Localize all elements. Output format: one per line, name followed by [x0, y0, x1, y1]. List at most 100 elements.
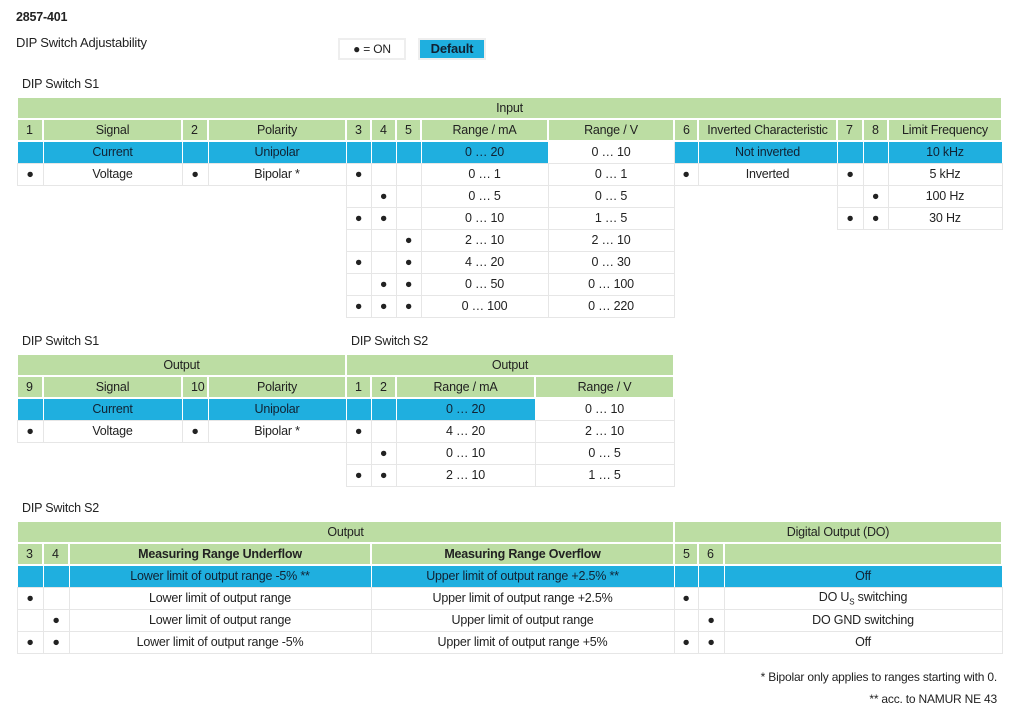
table-cell: Upper limit of output range — [370, 608, 675, 632]
switch-on-dot: ● — [345, 162, 372, 186]
table-cell: 0 … 10 — [395, 441, 536, 465]
table-row: ● ● ● 0 … 100 0 … 220 — [17, 294, 1002, 318]
table-cell — [42, 586, 70, 610]
table-cell: Lower limit of output range -5% — [68, 630, 372, 654]
column-header: Polarity — [206, 375, 348, 399]
table-cell — [395, 206, 422, 230]
table-cell — [345, 272, 372, 296]
empty-cell — [674, 251, 698, 273]
section-label-s1-output: DIP Switch S1 — [22, 334, 100, 348]
table-cell — [16, 608, 44, 632]
empty-cell — [863, 295, 888, 317]
empty-cell — [837, 273, 863, 295]
switch-on-dot: ● — [862, 206, 889, 230]
column-header: 2 — [181, 118, 209, 142]
table-row: ● 0 … 10 0 … 5 — [345, 441, 675, 465]
table-cell — [181, 397, 209, 421]
switch-on-dot: ● — [673, 630, 699, 654]
table-cell — [42, 564, 70, 588]
table-row: ● Lower limit of output range Upper limit … — [16, 586, 1003, 610]
table-cell: 100 Hz — [887, 184, 1003, 208]
empty-cell — [698, 229, 837, 251]
table-cell: 0 … 1 — [420, 162, 549, 186]
table-cell: 0 … 20 — [420, 140, 549, 164]
switch-on-dot: ● — [345, 463, 372, 487]
empty-cell — [674, 273, 698, 295]
empty-cell — [837, 295, 863, 317]
s2-output-limits-table: Output Digital Output (DO) 3 4 Measuring Ran… — [15, 520, 1004, 654]
footnote-namur: ** acc. to NAMUR NE 43 — [869, 692, 997, 706]
switch-on-dot: ● — [16, 630, 44, 654]
table-cell: 1 … 5 — [534, 463, 675, 487]
switch-on-dot: ● — [370, 272, 397, 296]
empty-cell — [182, 251, 208, 273]
empty-cell — [863, 251, 888, 273]
switch-on-dot: ● — [16, 162, 44, 186]
table-cell: Upper limit of output range +2.5% — [370, 586, 675, 610]
switch-on-dot: ● — [836, 162, 864, 186]
table-cell: 0 … 10 — [420, 206, 549, 230]
switch-on-dot: ● — [395, 228, 422, 252]
column-header: 4 — [42, 542, 70, 566]
column-header: 9 — [16, 375, 44, 399]
column-header: 1 — [345, 375, 372, 399]
table-cell — [673, 140, 699, 164]
column-header: 6 — [673, 118, 699, 142]
table-cell: 0 … 20 — [395, 397, 536, 421]
group-header: Input — [16, 96, 1003, 120]
table-cell — [395, 140, 422, 164]
default-row: Current Unipolar — [16, 397, 347, 421]
table-cell: Lower limit of output range — [68, 586, 372, 610]
switch-on-dot: ● — [16, 586, 44, 610]
table-cell: Lower limit of output range — [68, 608, 372, 632]
switch-on-dot: ● — [370, 441, 397, 465]
group-header: Output — [15, 520, 676, 544]
table-cell: 2 … 10 — [395, 463, 536, 487]
table-cell: DO US switching — [723, 586, 1003, 610]
table-cell — [697, 586, 725, 610]
empty-cell — [43, 251, 182, 273]
empty-cell — [888, 295, 1002, 317]
empty-cell — [863, 273, 888, 295]
table-cell: DO GND switching — [723, 608, 1003, 632]
empty-cell — [17, 229, 43, 251]
table-row: ● Voltage ● Bipolar * — [16, 419, 347, 443]
table-row: ● ● 2 … 10 1 … 5 — [345, 463, 675, 487]
empty-cell — [43, 295, 182, 317]
empty-cell — [43, 273, 182, 295]
table-cell — [697, 564, 725, 588]
switch-on-dot: ● — [697, 608, 725, 632]
footnote-bipolar: * Bipolar only applies to ranges startin… — [760, 670, 998, 684]
table-cell: Lower limit of output range -5% ** — [68, 564, 372, 588]
empty-cell — [208, 229, 346, 251]
empty-cell — [698, 295, 837, 317]
table-cell: 0 … 5 — [547, 184, 675, 208]
switch-on-dot: ● — [345, 419, 372, 443]
table-row: ● ● 4 … 20 0 … 30 — [17, 250, 1002, 274]
switch-on-dot: ● — [345, 206, 372, 230]
column-header: Range / mA — [420, 118, 549, 142]
empty-cell — [837, 251, 863, 273]
table-row: ● Lower limit of output range Upper limit … — [16, 608, 1003, 632]
table-cell — [345, 228, 372, 252]
table-cell: Bipolar * — [207, 419, 347, 443]
empty-cell — [208, 295, 346, 317]
table-cell — [370, 228, 397, 252]
legend-on: ● = ON — [338, 38, 406, 60]
switch-on-dot: ● — [370, 184, 397, 208]
column-header: Range / V — [547, 118, 675, 142]
table-cell: Voltage — [42, 162, 183, 186]
table-cell: 0 … 30 — [547, 250, 675, 274]
table-cell: 0 … 10 — [547, 140, 675, 164]
cell-text-post: switching — [854, 589, 908, 604]
table-cell — [862, 140, 889, 164]
column-header: Limit Frequency — [887, 118, 1003, 142]
empty-cell — [698, 273, 837, 295]
switch-on-dot: ● — [395, 272, 422, 296]
table-cell — [370, 419, 397, 443]
column-header: 3 — [16, 542, 44, 566]
table-cell: Current — [42, 397, 183, 421]
column-header: 4 — [370, 118, 397, 142]
table-cell: 4 … 20 — [395, 419, 536, 443]
